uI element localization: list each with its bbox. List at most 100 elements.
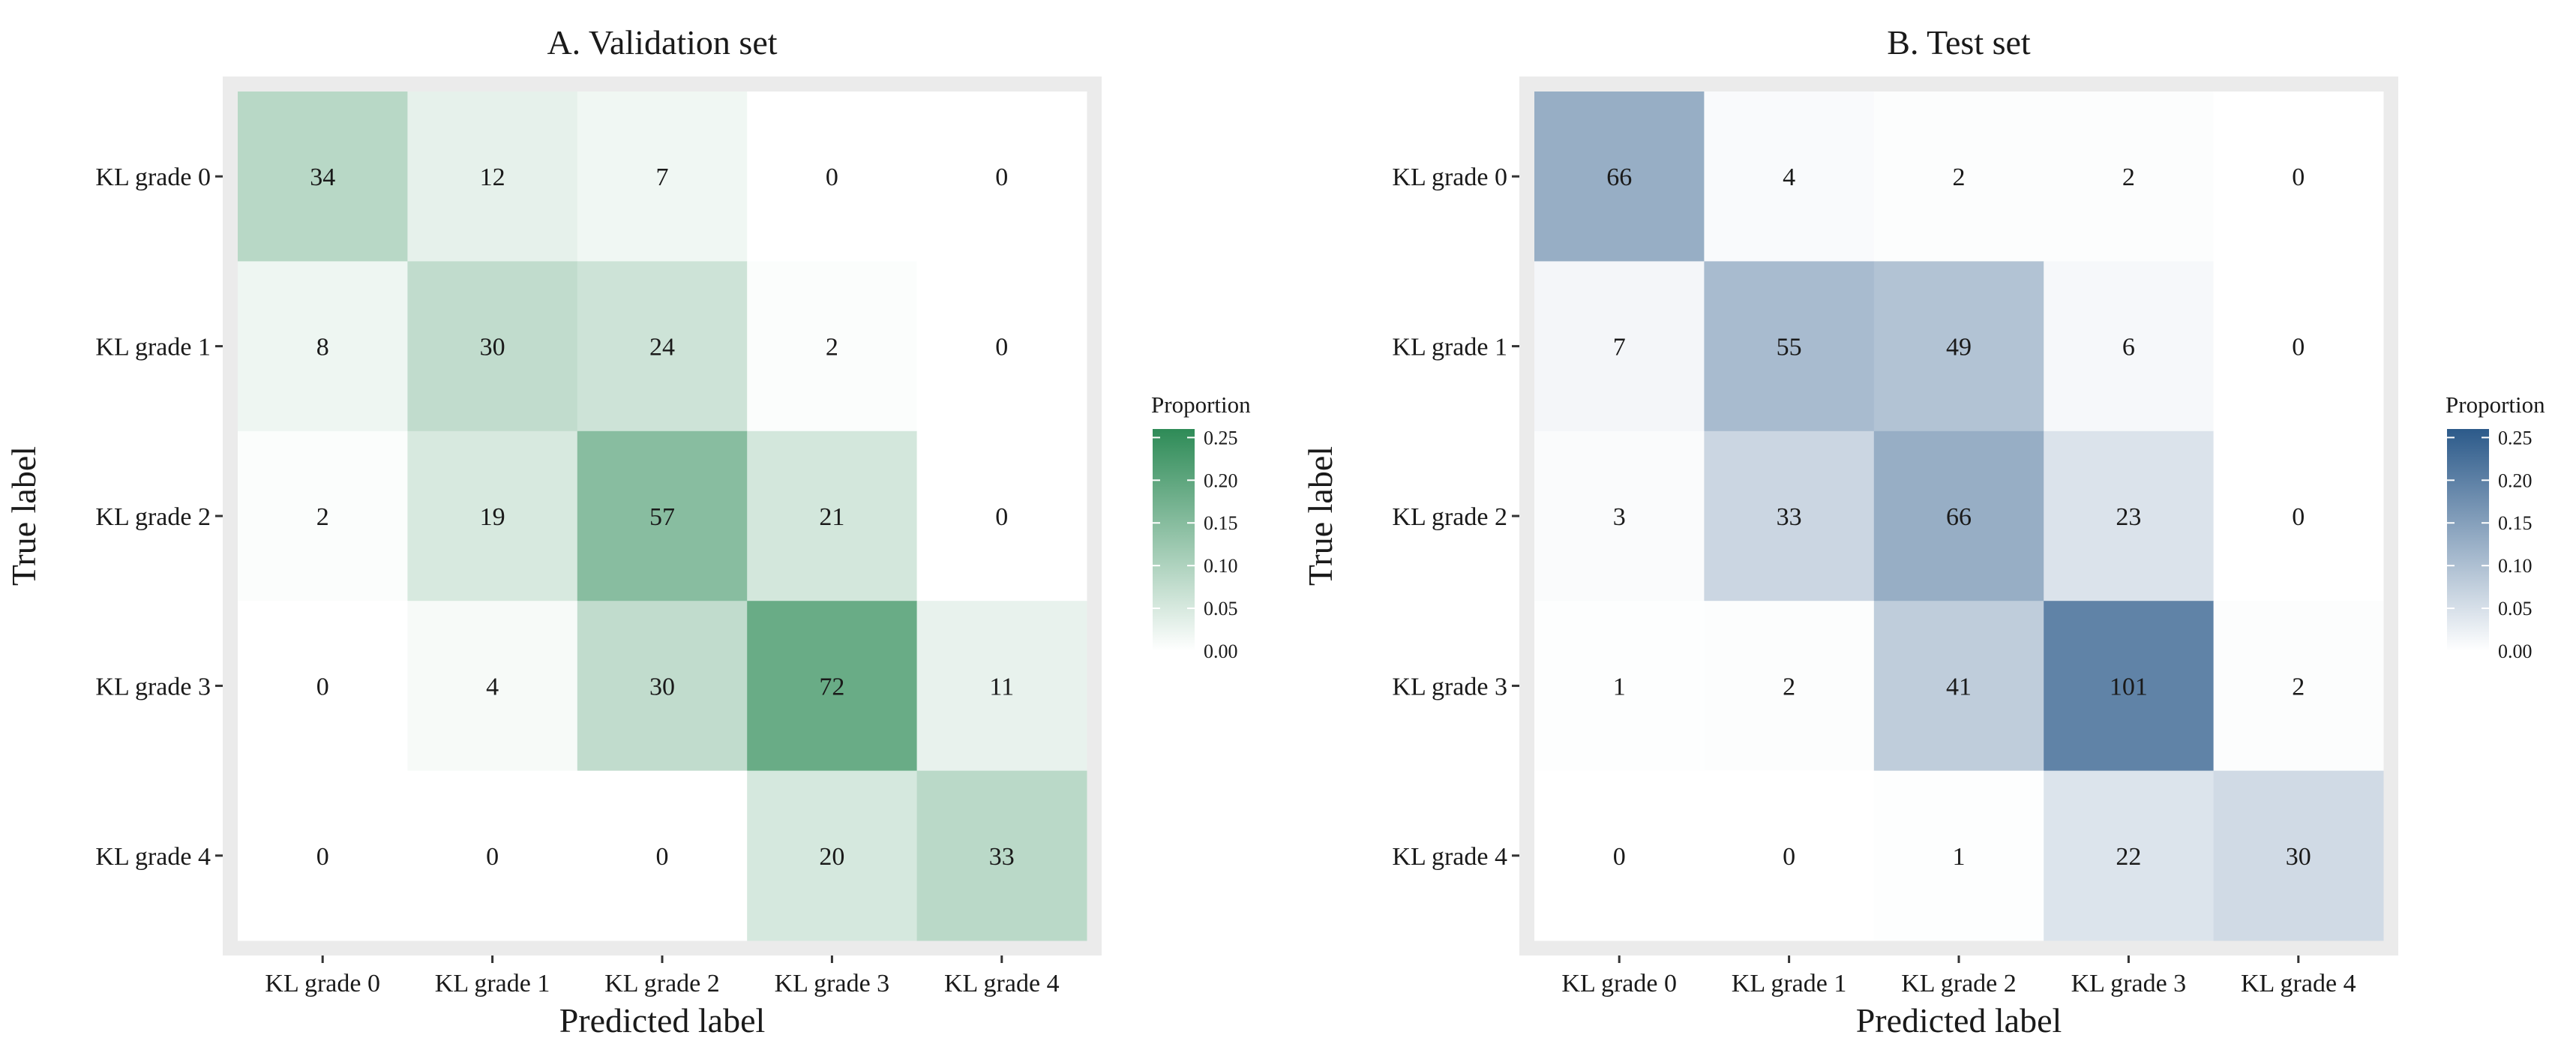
legend-tick-label: 0.00 — [2498, 640, 2533, 662]
cell-value-label: 4 — [1783, 164, 1795, 191]
heatmap-cell — [2213, 770, 2384, 941]
cell-value-label: 34 — [310, 164, 335, 191]
heatmap-cell — [577, 261, 748, 432]
cell-value-label: 2 — [2122, 164, 2135, 191]
cell-value-label: 2 — [1953, 164, 1966, 191]
panel-title: A. Validation set — [547, 23, 777, 62]
heatmap-cell — [1704, 261, 1875, 432]
cell-value-label: 0 — [2292, 164, 2305, 191]
heatmap-cell — [1534, 430, 1705, 602]
y-tick-label: KL grade 1 — [1392, 334, 1507, 362]
legend-tick-label: 0.25 — [1204, 427, 1238, 448]
legend-tick-label: 0.25 — [2498, 427, 2533, 448]
cell-value-label: 23 — [2116, 503, 2141, 531]
cell-value-label: 0 — [2292, 503, 2305, 531]
color-legend: Proportion 0.25 0.20 0.15 0.10 0.05 0.00 — [1151, 392, 1251, 662]
x-axis-title: Predicted label — [1856, 1001, 2062, 1040]
x-tick-label: KL grade 1 — [1732, 970, 1847, 998]
cell-value-label: 6 — [2122, 334, 2135, 362]
x-tick-label: KL grade 2 — [604, 970, 720, 998]
legend-tick-label: 0.15 — [2498, 512, 2533, 534]
heatmap-cell — [238, 770, 408, 941]
x-tick-label: KL grade 2 — [1901, 970, 2017, 998]
legend-tick-label: 0.05 — [2498, 598, 2533, 620]
heatmap-cell — [2213, 261, 2384, 432]
heatmap-cell — [2213, 92, 2384, 262]
y-tick-label: KL grade 4 — [1392, 843, 1507, 871]
legend-tick-label: 0.05 — [1204, 598, 1238, 620]
cell-value-label: 0 — [486, 843, 499, 871]
heatmap-cell — [407, 92, 578, 262]
x-axis-title: Predicted label — [559, 1001, 766, 1040]
legend-tick-label: 0.20 — [1204, 470, 1238, 491]
y-tick-label: KL grade 2 — [95, 503, 211, 531]
heatmap-cell — [238, 92, 408, 262]
heatmap-cell — [747, 770, 918, 941]
heatmap-cell — [1704, 770, 1875, 941]
x-tick-label: KL grade 0 — [265, 970, 380, 998]
y-tick-label: KL grade 0 — [1392, 164, 1507, 191]
heatmap-cell — [2044, 261, 2215, 432]
cell-value-label: 11 — [989, 673, 1014, 700]
cell-value-label: 49 — [1946, 334, 1972, 362]
cell-value-label: 12 — [480, 164, 505, 191]
cell-value-label: 2 — [316, 503, 329, 531]
heatmap-cell — [2213, 430, 2384, 602]
cell-value-label: 4 — [486, 673, 499, 700]
cell-value-label: 7 — [656, 164, 669, 191]
heatmap-cell — [747, 261, 918, 432]
heatmap-cell — [1534, 92, 1705, 262]
heatmap-cell — [747, 601, 918, 772]
panel-title: B. Test set — [1887, 23, 2031, 62]
cell-value-label: 33 — [1777, 503, 1802, 531]
heatmap-cell — [1534, 261, 1705, 432]
y-tick-label: KL grade 1 — [95, 334, 211, 362]
cell-value-label: 101 — [2110, 673, 2148, 700]
heatmap-cell — [1873, 430, 2044, 602]
x-tick-label: KL grade 1 — [435, 970, 550, 998]
cell-value-label: 22 — [2116, 843, 2141, 871]
heatmap-cell — [747, 430, 918, 602]
cell-value-label: 55 — [1777, 334, 1802, 362]
heatmap-cell — [2044, 430, 2215, 602]
heatmap-cell — [1873, 92, 2044, 262]
legend-title: Proportion — [1151, 392, 1251, 418]
legend-tick-label: 0.20 — [2498, 470, 2533, 491]
legend-color-bar — [1153, 429, 1195, 651]
heatmap-cell — [916, 430, 1087, 602]
heatmap-cell — [577, 770, 748, 941]
x-tick-label: KL grade 3 — [775, 970, 890, 998]
heatmap-cell — [916, 92, 1087, 262]
cell-value-label: 2 — [1783, 673, 1795, 700]
cell-value-label: 0 — [1783, 843, 1795, 871]
x-tick-label: KL grade 4 — [944, 970, 1060, 998]
y-tick-label: KL grade 3 — [95, 673, 211, 700]
cell-value-label: 2 — [826, 334, 838, 362]
cell-value-label: 66 — [1946, 503, 1972, 531]
cell-value-label: 0 — [316, 673, 329, 700]
heatmap-cell — [407, 261, 578, 432]
cell-value-label: 30 — [649, 673, 675, 700]
heatmap-cell — [407, 770, 578, 941]
y-tick-label: KL grade 3 — [1392, 673, 1507, 700]
heatmap-cell — [1873, 601, 2044, 772]
cell-value-label: 0 — [995, 164, 1008, 191]
cell-value-label: 0 — [656, 843, 669, 871]
heatmap-cell — [577, 430, 748, 602]
heatmap-cell — [1873, 770, 2044, 941]
legend-tick-label: 0.10 — [1204, 555, 1238, 577]
heatmap-cell — [916, 770, 1087, 941]
cell-value-label: 72 — [819, 673, 844, 700]
cell-value-label: 8 — [316, 334, 329, 362]
heatmap-cell — [2213, 601, 2384, 772]
cell-value-label: 33 — [989, 843, 1015, 871]
heatmap-cell — [238, 261, 408, 432]
heatmap-cell — [2044, 601, 2215, 772]
cell-value-label: 2 — [2292, 673, 2305, 700]
heatmap-cell — [1873, 261, 2044, 432]
heatmap-cell — [238, 430, 408, 602]
cell-value-label: 7 — [1613, 334, 1626, 362]
heatmap-cell — [1534, 601, 1705, 772]
cell-value-label: 66 — [1606, 164, 1632, 191]
cell-value-label: 19 — [480, 503, 505, 531]
